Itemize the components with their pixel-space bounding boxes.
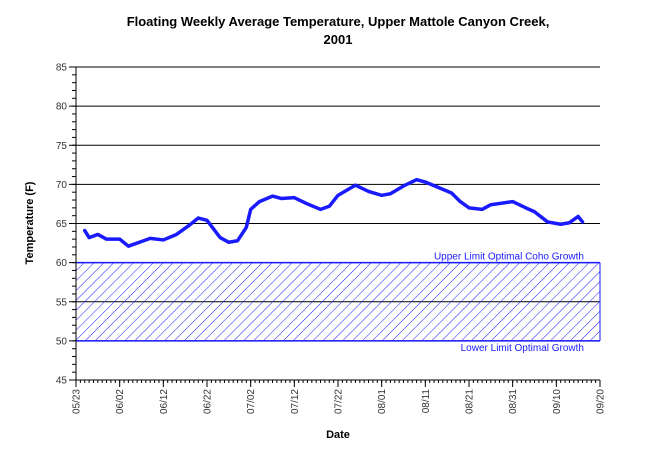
x-tick-label: 09/20: [596, 389, 607, 414]
x-tick-label: 05/23: [72, 389, 83, 414]
y-tick-label: 70: [56, 180, 68, 191]
annotation: Upper Limit Optimal Coho Growth: [434, 252, 584, 263]
x-tick-label: 06/02: [115, 389, 126, 414]
x-tick-label: 06/12: [159, 389, 170, 414]
x-tick-label: 09/10: [552, 389, 563, 414]
y-tick-label: 60: [56, 258, 68, 269]
x-tick-label: 06/22: [203, 389, 214, 414]
data-line: [82, 177, 585, 248]
y-axis-label: Temperature (F): [24, 181, 36, 264]
optimal-band: [76, 262, 600, 341]
y-tick-label: 80: [56, 102, 68, 113]
x-tick-label: 08/11: [421, 389, 432, 414]
x-tick-label: 08/01: [377, 389, 388, 414]
x-tick-label: 07/02: [246, 389, 257, 414]
y-tick-label: 75: [56, 141, 68, 152]
x-tick-label: 07/22: [334, 389, 345, 414]
annotation: Lower Limit Optimal Growth: [461, 343, 584, 354]
chart-title: 2001: [324, 32, 353, 47]
x-tick-label: 07/12: [290, 389, 301, 414]
y-tick-label: 50: [56, 336, 68, 347]
y-tick-label: 45: [56, 376, 68, 387]
x-tick-label: 08/21: [465, 389, 476, 414]
y-tick-label: 65: [56, 219, 68, 230]
y-tick-label: 55: [56, 297, 68, 308]
x-axis-label: Date: [326, 429, 350, 441]
y-tick-label: 85: [56, 63, 68, 74]
x-tick-label: 08/31: [508, 389, 519, 414]
chart-title: Floating Weekly Average Temperature, Upp…: [127, 14, 550, 29]
